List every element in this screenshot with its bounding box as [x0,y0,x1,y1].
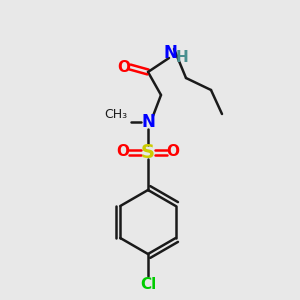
Text: H: H [176,50,188,64]
Text: N: N [141,113,155,131]
Text: N: N [163,44,177,62]
Text: O: O [116,145,130,160]
Text: CH₃: CH₃ [104,108,128,121]
Text: Cl: Cl [140,277,156,292]
Text: O: O [167,145,179,160]
Text: O: O [118,59,130,74]
Text: S: S [141,142,155,161]
